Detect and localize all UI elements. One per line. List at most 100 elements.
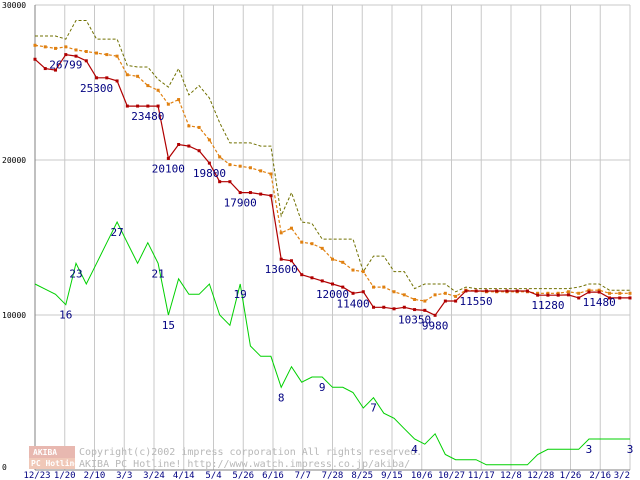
data-point-price_main (177, 143, 181, 146)
data-label-price_main: 11550 (460, 295, 493, 308)
data-point-price_avg (454, 294, 458, 298)
series-group (33, 20, 632, 466)
data-point-price_main (495, 289, 499, 293)
credit-line-1: Copyright(c)2002 impress corporation All… (79, 447, 422, 458)
data-point-price_main (207, 161, 211, 165)
x-tick-label: 5/26 (232, 471, 254, 480)
data-label-price_main: 26799 (49, 59, 82, 72)
data-labels: 26799 25300 23480 20100 19800 17900 13600 12000… (49, 59, 633, 456)
x-tick-label: 4/14 (173, 471, 195, 480)
data-point-price_main (218, 180, 222, 184)
data-point-price_main (536, 293, 540, 297)
data-point-price_avg (84, 50, 88, 53)
x-tick-label: 6/16 (262, 471, 284, 480)
x-tick-label: 8/25 (351, 471, 373, 480)
data-point-price_main (125, 104, 129, 108)
data-point-price_avg (177, 98, 181, 102)
data-point-price_main (351, 291, 355, 295)
data-point-price_main (43, 67, 47, 71)
data-point-price_avg (566, 290, 570, 294)
data-point-price_main (64, 53, 68, 57)
y-tick-label: 30000 (2, 1, 26, 10)
data-point-price_avg (413, 298, 417, 301)
y-tick-label: 10000 (2, 311, 26, 320)
data-point-price_main (289, 259, 293, 263)
data-point-price_avg (64, 45, 68, 49)
data-point-price_main (146, 104, 150, 108)
data-point-price_avg (587, 288, 591, 292)
data-point-price_avg (156, 88, 160, 92)
x-tick-label: 3/2 (614, 471, 630, 480)
data-label-price_main: 19800 (193, 167, 226, 180)
grid-lines (34, 4, 631, 471)
data-point-price_avg (166, 102, 170, 106)
data-point-price_avg (546, 291, 550, 295)
data-label-price_main: 11280 (531, 299, 564, 312)
data-point-price_avg (372, 285, 376, 289)
data-point-price_avg (115, 54, 119, 58)
data-point-price_main (320, 279, 324, 283)
data-label-shops: 21 (151, 267, 164, 280)
data-point-price_avg (597, 288, 601, 292)
data-point-price_main (505, 289, 509, 293)
x-tick-label: 2/16 (589, 471, 611, 480)
data-point-price_main (392, 307, 396, 311)
x-tick-label: 12/8 (500, 471, 522, 480)
x-tick-label: 1/26 (560, 471, 582, 480)
data-point-price_avg (392, 290, 396, 294)
logo-box-top (29, 446, 75, 458)
data-point-price_avg (207, 138, 211, 142)
x-tick-label: 10/27 (438, 471, 465, 480)
data-point-price_main (464, 289, 468, 293)
data-label-shops: 15 (162, 319, 175, 332)
data-point-price_avg (289, 226, 293, 230)
data-point-price_avg (607, 291, 611, 295)
data-point-price_avg (197, 125, 201, 129)
data-point-price_main (454, 299, 458, 303)
x-tick-label: 10/6 (411, 471, 433, 480)
data-label-price_main: 11480 (583, 296, 616, 309)
data-label-shops: 23 (69, 267, 82, 280)
data-point-price_main (382, 305, 386, 309)
data-label-price_main: 10350 (398, 314, 431, 327)
data-point-price_avg (105, 53, 109, 57)
data-point-price_avg (423, 299, 427, 303)
data-point-price_avg (187, 124, 191, 128)
data-point-price_main (156, 104, 160, 108)
data-point-price_avg (618, 291, 622, 295)
y-axis: 0 10000 20000 30000 (2, 1, 26, 472)
data-label-shops: 19 (234, 288, 247, 301)
data-point-price_main (433, 313, 437, 317)
data-point-price_avg (577, 291, 581, 295)
x-tick-label: 3/24 (143, 471, 165, 480)
data-point-price_avg (536, 291, 540, 295)
data-point-price_avg (33, 43, 37, 47)
data-point-price_main (115, 79, 119, 83)
data-point-price_main (279, 257, 283, 261)
data-point-price_avg (361, 270, 365, 274)
data-label-shops: 9 (319, 381, 326, 394)
data-point-price_main (597, 290, 601, 294)
data-point-price_main (269, 194, 273, 198)
data-point-price_main (300, 273, 304, 277)
data-label-shops: 3 (586, 443, 593, 456)
data-point-price_avg (351, 268, 355, 272)
x-tick-label: 7/28 (322, 471, 344, 480)
data-point-price_avg (54, 46, 58, 50)
data-point-price_main (474, 289, 478, 293)
data-point-price_avg (248, 166, 252, 170)
data-label-shops: 4 (411, 443, 418, 456)
data-point-price_main (95, 76, 99, 80)
series-line-price_high (35, 20, 630, 293)
data-point-price_avg (95, 51, 99, 55)
data-point-price_avg (628, 291, 632, 295)
x-tick-label: 12/28 (527, 471, 554, 480)
data-point-price_avg (300, 240, 304, 244)
data-label-price_main: 25300 (80, 82, 113, 95)
data-point-price_main (566, 293, 570, 297)
data-label-shops: 27 (110, 226, 123, 239)
credit-line-2: AKIBA PC Hotline! http://www.watch.impre… (79, 459, 410, 470)
series-line-price_avg (34, 44, 630, 302)
data-point-price_avg (146, 84, 150, 88)
